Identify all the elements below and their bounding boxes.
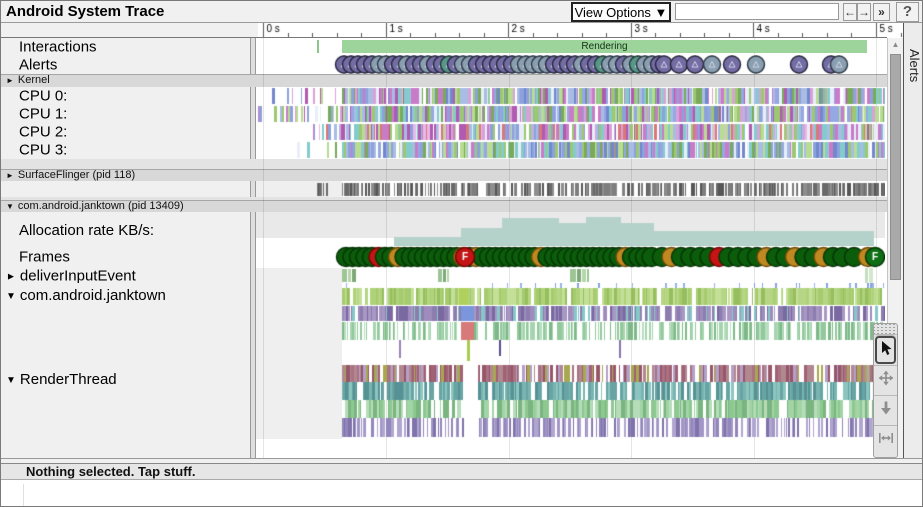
timing-select-tool-button[interactable] — [874, 425, 897, 455]
alerts-track: Alerts — [1, 55, 887, 74]
section-spacer — [1, 197, 887, 200]
cpu3-label: CPU 3: — [19, 141, 68, 159]
frame-dots-canvas[interactable] — [256, 246, 885, 268]
timeline-area: Interactions Rendering Alerts ► Kernel CP… — [1, 23, 922, 458]
search-input[interactable] — [675, 3, 839, 20]
janktown-thread-track: ▼ com.android.janktown — [1, 283, 887, 363]
alerts-label: Alerts — [19, 56, 58, 73]
cpu1-label: CPU 1: — [19, 105, 68, 123]
surfaceflinger-canvas[interactable] — [256, 181, 885, 197]
surfaceflinger-header-label: SurfaceFlinger (pid 118) — [17, 169, 136, 181]
cpu2-canvas[interactable] — [256, 123, 885, 141]
title-bar: Android System Trace View Options ▼ ← → … — [1, 1, 922, 23]
pan-left-button[interactable]: ← — [843, 3, 857, 21]
panel-splitter[interactable] — [251, 283, 256, 363]
cpu2-label: CPU 2: — [19, 123, 68, 141]
detail-panel-divider — [23, 484, 24, 506]
select-tool-button[interactable] — [874, 335, 897, 365]
tool-palette — [873, 323, 898, 458]
pan-tool-button[interactable] — [874, 365, 897, 395]
filler-row — [1, 439, 887, 458]
panel-splitter[interactable] — [251, 181, 256, 197]
render-thread-track: ▼ RenderThread — [1, 363, 887, 439]
panel-splitter[interactable] — [251, 212, 256, 246]
palette-grip-handle[interactable] — [874, 324, 897, 335]
expand-arrow-icon: ▼ — [6, 375, 16, 386]
rendering-label: Rendering — [581, 41, 628, 52]
rendering-interaction-bar[interactable]: Rendering — [342, 40, 867, 53]
cpu0-label: CPU 0: — [19, 87, 68, 105]
interactions-track: Interactions Rendering — [1, 38, 887, 55]
cpu1-track: CPU 1: — [1, 105, 887, 123]
panel-splitter[interactable] — [251, 55, 256, 74]
panel-splitter[interactable] — [251, 141, 256, 159]
view-options-button[interactable]: View Options ▼ — [571, 2, 671, 22]
status-bar: Nothing selected. Tap stuff. — [1, 464, 922, 480]
panel-splitter[interactable] — [251, 246, 256, 268]
render-thread-canvas[interactable] — [256, 363, 885, 439]
frames-label: Frames — [19, 248, 70, 266]
cpu0-track: CPU 0: — [1, 87, 887, 105]
collapse-arrow-icon: ► — [6, 271, 16, 282]
panel-splitter[interactable] — [251, 87, 256, 105]
timeline-ruler[interactable] — [1, 23, 904, 38]
view-options-label: View Options ▼ — [574, 4, 668, 20]
status-message: Nothing selected. Tap stuff. — [26, 464, 196, 479]
zoom-tool-button[interactable] — [874, 395, 897, 425]
frames-track: Frames — [1, 246, 887, 268]
allocation-histogram-canvas[interactable] — [256, 212, 885, 246]
panel-splitter[interactable] — [251, 123, 256, 141]
horizontal-splitter[interactable] — [1, 458, 922, 464]
collapse-arrow-icon: ► — [6, 171, 14, 180]
horizontal-extent-icon — [878, 430, 894, 451]
alert-icons-canvas[interactable] — [256, 55, 885, 74]
track-rows: Interactions Rendering Alerts ► Kernel CP… — [1, 38, 887, 458]
janktown-thread-canvas[interactable] — [256, 283, 885, 363]
alerts-rail-label: Alerts — [907, 49, 922, 83]
cpu1-canvas[interactable] — [256, 105, 885, 123]
cpu0-canvas[interactable] — [256, 87, 885, 105]
panel-splitter[interactable] — [251, 268, 256, 283]
pan-right-button[interactable]: → — [857, 3, 871, 21]
page-title: Android System Trace — [6, 3, 165, 20]
detail-panel — [1, 480, 922, 506]
help-button[interactable]: ? — [896, 2, 919, 22]
scrollbar-thumb[interactable] — [890, 54, 901, 280]
surfaceflinger-track — [1, 181, 887, 197]
fast-forward-button[interactable]: » — [873, 3, 890, 21]
ruler-canvas[interactable] — [258, 23, 904, 37]
collapse-arrow-icon: ► — [6, 76, 14, 85]
interactions-label: Interactions — [19, 38, 97, 55]
surfaceflinger-header[interactable]: ► SurfaceFlinger (pid 118) — [1, 169, 887, 181]
panel-splitter[interactable] — [251, 105, 256, 123]
janktown-process-header-label: com.android.janktown (pid 13409) — [17, 200, 184, 212]
expand-arrow-icon: ▼ — [6, 291, 16, 302]
expand-arrow-icon: ▼ — [6, 202, 14, 211]
deliver-input-event-label[interactable]: ► deliverInputEvent — [6, 267, 136, 284]
pan-buttons: ← → — [843, 3, 871, 21]
move-icon — [878, 370, 894, 391]
cpu3-track: CPU 3: — [1, 141, 887, 159]
interaction-tick — [317, 40, 319, 53]
allocation-rate-label: Allocation rate KB/s: — [19, 222, 155, 239]
render-thread-label[interactable]: ▼ RenderThread — [6, 371, 117, 388]
alerts-rail: Alerts — [903, 23, 922, 458]
scroll-up-arrow-icon[interactable]: ▲ — [891, 40, 900, 49]
cpu3-canvas[interactable] — [256, 141, 885, 159]
deliver-input-canvas[interactable] — [256, 268, 885, 283]
kernel-header-label: Kernel — [17, 74, 50, 86]
cpu2-track: CPU 2: — [1, 123, 887, 141]
janktown-process-header[interactable]: ▼ com.android.janktown (pid 13409) — [1, 200, 887, 212]
panel-splitter[interactable] — [251, 363, 256, 439]
kernel-header[interactable]: ► Kernel — [1, 74, 887, 87]
down-arrow-icon — [878, 400, 894, 421]
panel-splitter[interactable] — [251, 38, 256, 55]
panel-splitter[interactable] — [251, 439, 256, 458]
janktown-thread-label[interactable]: ▼ com.android.janktown — [6, 287, 166, 304]
section-spacer — [1, 159, 887, 169]
allocation-rate-track: Allocation rate KB/s: — [1, 212, 887, 246]
deliver-input-event-track: ► deliverInputEvent — [1, 267, 887, 284]
cursor-icon — [879, 340, 893, 361]
